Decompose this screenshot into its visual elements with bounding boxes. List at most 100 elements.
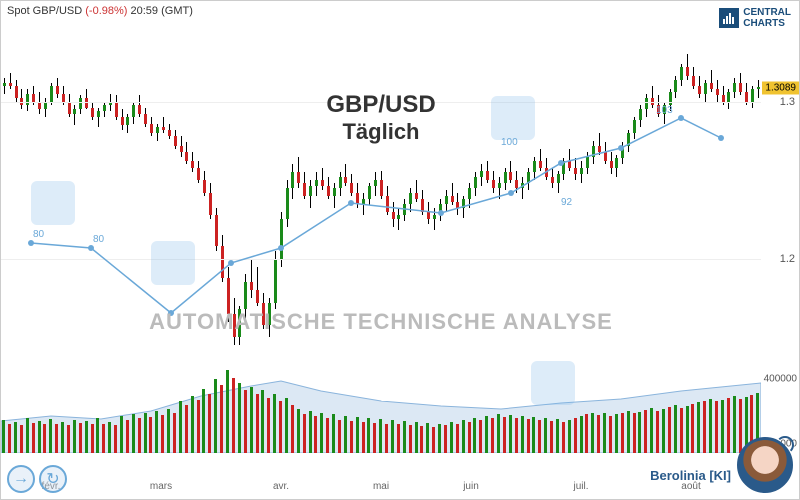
chart-header: Spot GBP/USD (-0.98%) 20:59 (GMT)	[7, 5, 193, 17]
volume-bar	[727, 398, 730, 453]
volume-bar	[303, 414, 306, 453]
volume-bar	[591, 413, 594, 453]
volume-bar	[8, 424, 11, 453]
symbol-label: Spot GBP/USD	[7, 5, 82, 17]
volume-bar	[332, 414, 335, 453]
volume-bar	[538, 420, 541, 453]
volume-bar	[668, 407, 671, 453]
volume-bar	[120, 416, 123, 453]
volume-bar	[250, 387, 253, 453]
volume-bar	[362, 422, 365, 453]
volume-bar	[521, 416, 524, 453]
volume-bar	[73, 420, 76, 453]
volume-bar	[214, 379, 217, 453]
volume-bar	[291, 405, 294, 453]
volume-bar	[456, 424, 459, 453]
volume-bar	[650, 408, 653, 453]
volume-bar	[721, 400, 724, 453]
volume-bar	[462, 420, 465, 453]
volume-bar	[450, 422, 453, 453]
volume-bar	[644, 410, 647, 453]
watermark-icon	[491, 96, 535, 140]
logo-text: CENTRALCHARTS	[743, 7, 791, 29]
volume-bar	[515, 418, 518, 453]
volume-bar	[96, 418, 99, 453]
volume-bar	[680, 408, 683, 453]
volume-bar	[415, 422, 418, 453]
y-tick: 1.3	[780, 96, 795, 108]
volume-bar	[568, 420, 571, 453]
x-tick: juil.	[573, 481, 588, 492]
volume-bar	[574, 418, 577, 453]
volume-bar	[621, 413, 624, 453]
volume-bar	[179, 401, 182, 453]
volume-bar	[309, 411, 312, 453]
volume-bar	[267, 398, 270, 453]
volume-bar	[662, 409, 665, 453]
volume-bar	[32, 423, 35, 453]
chart-container: Spot GBP/USD (-0.98%) 20:59 (GMT) CENTRA…	[0, 0, 800, 500]
volume-bar	[438, 424, 441, 453]
volume-bar	[420, 426, 423, 453]
volume-bar	[391, 420, 394, 453]
volume-bar	[114, 425, 117, 453]
volume-bar	[350, 421, 353, 453]
volume-bar	[409, 425, 412, 453]
volume-bar	[314, 416, 317, 453]
pct-change: (-0.98%)	[85, 5, 127, 17]
volume-bar	[656, 411, 659, 453]
volume-bar	[108, 422, 111, 453]
volume-bar	[633, 413, 636, 453]
volume-bar	[432, 427, 435, 453]
volume-bar	[638, 412, 641, 453]
volume-bar	[220, 385, 223, 453]
x-axis: févr.marsavr.maijuinjuil.août	[1, 481, 761, 495]
volume-bar	[273, 394, 276, 453]
volume-bar	[202, 389, 205, 453]
x-tick: juin	[463, 481, 479, 492]
volume-panel[interactable]: 400000000	[1, 361, 761, 471]
price-panel[interactable]	[1, 23, 761, 353]
x-tick: mai	[373, 481, 389, 492]
volume-bar	[344, 416, 347, 453]
nav-prev-button[interactable]: →	[7, 465, 35, 493]
volume-bar	[562, 422, 565, 453]
volume-bar	[397, 424, 400, 453]
volume-bar	[232, 378, 235, 453]
volume-bar	[532, 417, 535, 453]
volume-bar	[491, 418, 494, 453]
watermark-icon	[31, 181, 75, 225]
last-price-badge: 1.3089	[762, 81, 799, 94]
volume-bar	[703, 401, 706, 453]
watermark-icon	[531, 361, 575, 405]
volume-bar	[14, 422, 17, 453]
logo[interactable]: CENTRALCHARTS	[719, 7, 791, 29]
volume-bar	[244, 390, 247, 453]
volume-bar	[155, 411, 158, 453]
volume-bar	[385, 424, 388, 453]
volume-bar	[697, 402, 700, 453]
assistant-avatar[interactable]	[737, 437, 793, 493]
volume-bar	[55, 424, 58, 453]
price-y-axis: 1.21.31.3089	[759, 23, 799, 353]
volume-bar	[102, 424, 105, 453]
nav-next-button[interactable]: ↻	[39, 465, 67, 493]
volume-bar	[733, 396, 736, 453]
volume-bar	[580, 416, 583, 453]
volume-bar	[609, 416, 612, 453]
volume-bar	[403, 421, 406, 453]
volume-bar	[367, 418, 370, 453]
volume-bar	[138, 418, 141, 453]
volume-bar	[285, 398, 288, 453]
x-tick: avr.	[273, 481, 289, 492]
volume-bar	[715, 401, 718, 453]
volume-bar	[379, 419, 382, 453]
volume-bar	[691, 404, 694, 453]
volume-bar	[739, 399, 742, 453]
volume-bar	[191, 396, 194, 453]
volume-bar	[597, 415, 600, 453]
volume-bar	[185, 405, 188, 453]
volume-bar	[709, 399, 712, 453]
volume-bar	[356, 417, 359, 453]
volume-bar	[208, 394, 211, 453]
